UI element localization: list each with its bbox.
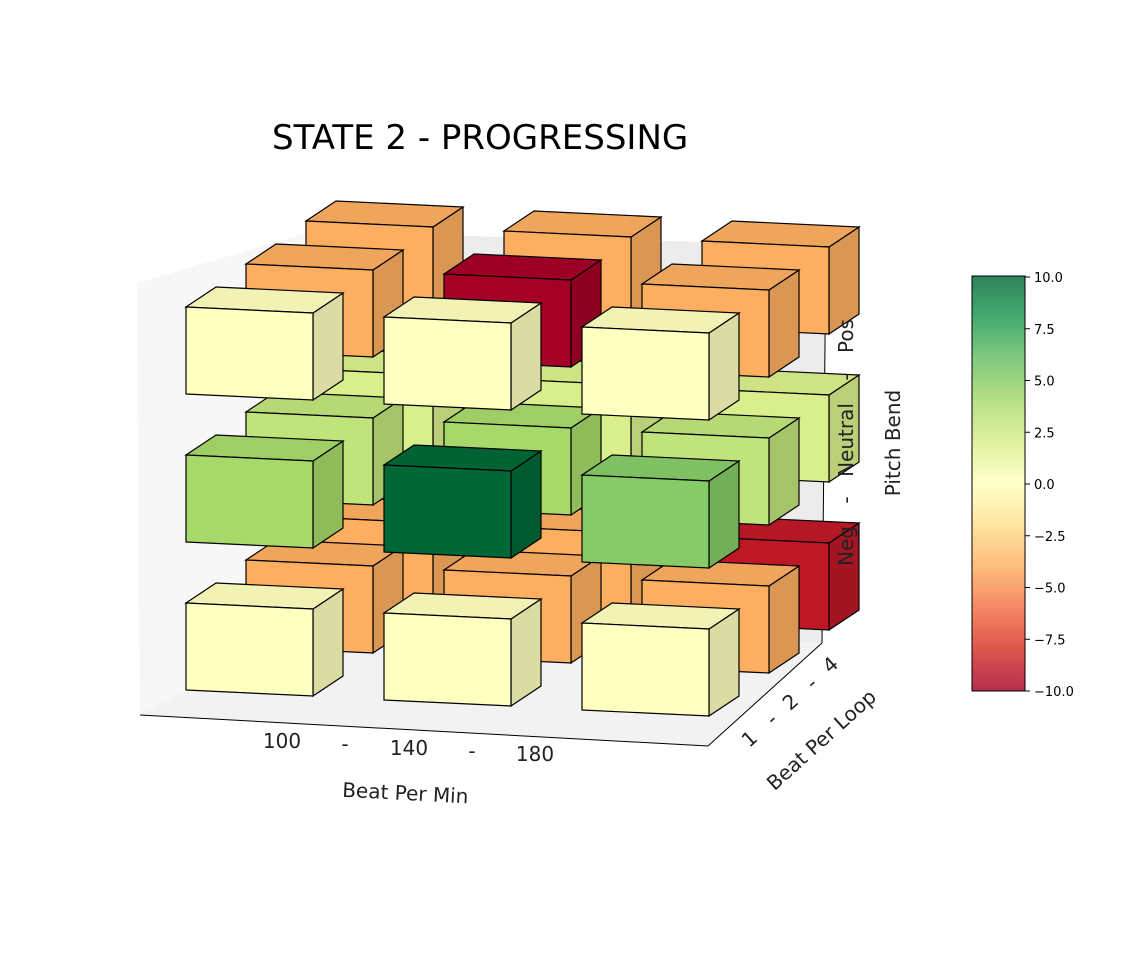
x-tick-label: 140 bbox=[390, 736, 428, 760]
bar-cube bbox=[580, 306, 741, 422]
bar-front-face bbox=[581, 622, 710, 717]
z-tick-label: Neg bbox=[834, 526, 858, 566]
x-tick-label: 100 bbox=[263, 729, 301, 753]
bar-cube bbox=[382, 296, 543, 412]
y-tick-label: 4 bbox=[818, 652, 844, 678]
z-tick-label: - bbox=[834, 373, 858, 380]
x-tick-label: - bbox=[341, 732, 348, 756]
colorbar-tick-label: 7.5 bbox=[1034, 323, 1055, 338]
y-tick-label: 2 bbox=[778, 689, 804, 715]
bar-cube bbox=[580, 454, 741, 570]
bar-cube bbox=[382, 444, 543, 560]
bar-front-face bbox=[185, 306, 314, 401]
chart-title: STATE 2 - PROGRESSING bbox=[272, 118, 689, 158]
colorbar-gradient bbox=[971, 275, 1026, 692]
colorbar-tick-label: 5.0 bbox=[1034, 375, 1055, 390]
bar-front-face bbox=[581, 474, 710, 569]
x-tick-label: - bbox=[468, 739, 475, 763]
z-tick-label: - bbox=[834, 496, 858, 503]
y-tick-label: - bbox=[761, 707, 782, 730]
x-ticks: 100 - 140 - 180 bbox=[263, 729, 554, 766]
colorbar: 10.0 7.5 5.0 2.5 0.0 −2.5 −5.0 −7.5 −10.0 bbox=[971, 271, 1074, 700]
bar-front-face bbox=[383, 316, 512, 411]
bar-cube bbox=[184, 434, 345, 550]
z-tick-label: Neutral bbox=[834, 403, 858, 477]
y-tick-label: - bbox=[801, 671, 822, 694]
bars-3d bbox=[184, 200, 861, 718]
bar-front-face bbox=[383, 612, 512, 707]
colorbar-ticks: 10.0 7.5 5.0 2.5 0.0 −2.5 −5.0 −7.5 −10.0 bbox=[1025, 271, 1074, 700]
x-tick-label: 180 bbox=[516, 742, 554, 766]
bar-front-face bbox=[581, 326, 710, 421]
colorbar-tick-label: 2.5 bbox=[1034, 426, 1055, 441]
z-ticks: Neg - Neutral - Pos bbox=[834, 319, 858, 566]
z-axis-label: Pitch Bend bbox=[881, 390, 905, 496]
bar-cube bbox=[382, 592, 543, 708]
bar-front-face bbox=[185, 454, 314, 549]
z-tick-label: Pos bbox=[834, 319, 858, 353]
x-axis-label: Beat Per Min bbox=[342, 778, 469, 809]
bar-front-face bbox=[383, 464, 512, 559]
y-axis-label: Beat Per Loop bbox=[762, 684, 881, 795]
floor-right-edge bbox=[707, 642, 823, 747]
bar-cube bbox=[184, 582, 345, 698]
colorbar-tick-label: 0.0 bbox=[1034, 478, 1055, 493]
bar-cube bbox=[184, 286, 345, 402]
colorbar-tick-label: −5.0 bbox=[1034, 582, 1066, 597]
colorbar-tick-label: 10.0 bbox=[1034, 271, 1063, 286]
colorbar-tick-label: −10.0 bbox=[1034, 685, 1074, 700]
bar-cube bbox=[580, 602, 741, 718]
bar-front-face bbox=[185, 602, 314, 697]
floor-front-edge bbox=[139, 714, 709, 747]
colorbar-tick-label: −7.5 bbox=[1034, 633, 1066, 648]
y-tick-label: 1 bbox=[737, 726, 763, 752]
colorbar-tick-label: −2.5 bbox=[1034, 530, 1066, 545]
